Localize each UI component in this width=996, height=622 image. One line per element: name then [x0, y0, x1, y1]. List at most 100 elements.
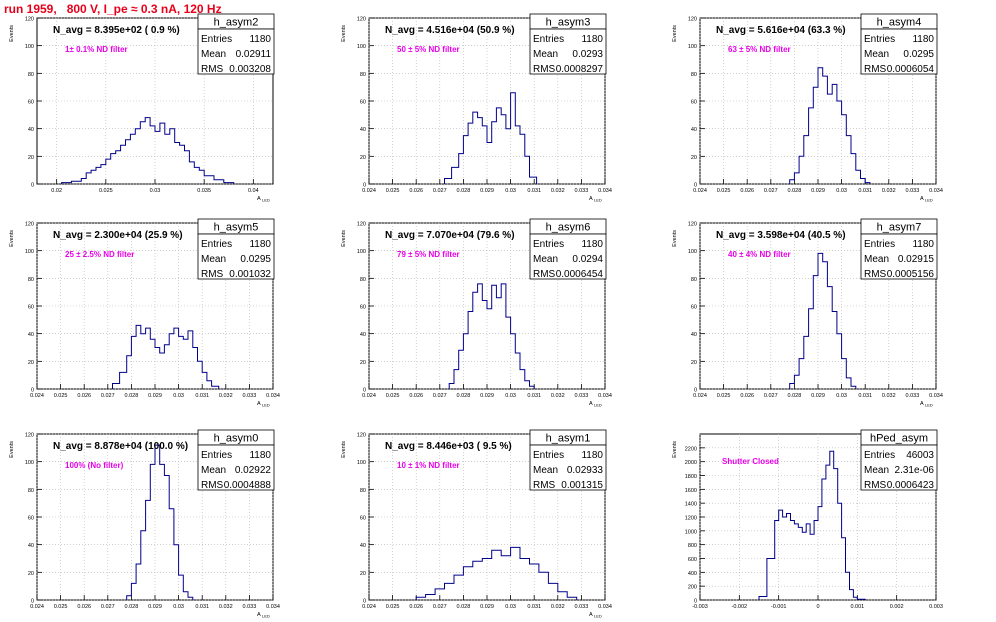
y-tick-label: 0 — [363, 183, 366, 189]
stat-label: Mean — [201, 49, 226, 60]
y-tick-label: 100 — [25, 249, 34, 255]
stat-value: 0.0294 — [572, 254, 603, 265]
x-tick-label: 0.031 — [858, 188, 872, 194]
stat-label: RMS — [201, 269, 224, 280]
filter-note: 63 ± 5% ND filter — [728, 45, 791, 54]
y-tick-label: 800 — [688, 543, 697, 549]
x-axis-label: A — [257, 196, 261, 202]
y-tick-label: 120 — [25, 222, 34, 228]
stat-label: Mean — [864, 254, 889, 265]
x-tick-label: 0.034 — [266, 604, 280, 610]
x-tick-label: 0.026 — [409, 188, 423, 194]
x-tick-label: 0.034 — [598, 604, 612, 610]
x-tick-label: 0.035 — [197, 188, 211, 194]
filter-note: 100% (No filter) — [65, 461, 124, 470]
filter-note: 50 ± 5% ND filter — [397, 45, 460, 54]
stat-label: Entries — [201, 34, 232, 45]
x-axis-label: A — [920, 196, 924, 202]
y-tick-label: 0 — [31, 599, 34, 605]
x-tick-label: 0.03 — [173, 604, 184, 610]
y-tick-label: 20 — [360, 155, 366, 161]
x-tick-label: 0.04 — [248, 188, 259, 194]
y-tick-label: 80 — [691, 72, 697, 78]
y-tick-label: 600 — [688, 557, 697, 563]
x-tick-label: 0.02 — [51, 188, 62, 194]
y-tick-label: 40 — [691, 127, 697, 133]
y-tick-label: 60 — [360, 305, 366, 311]
histogram-panel: 0 200 400 600 800 1000 1200 1400 1600 1800 2000 220… — [672, 429, 943, 610]
x-tick-label: 0.031 — [527, 188, 541, 194]
x-tick-label: 0.029 — [811, 188, 825, 194]
x-tick-label: 0.027 — [433, 188, 447, 194]
stat-value: 1180 — [249, 239, 271, 250]
histogram-panel: 0 20 40 60 80 100 120 0.024 0.025 0.026 0.027 0.028… — [341, 429, 612, 619]
x-tick-label: 0.027 — [764, 188, 778, 194]
filter-note: Shutter Closed — [722, 457, 779, 466]
stats-box — [860, 28, 938, 75]
x-axis-label: A — [257, 612, 261, 618]
x-tick-label: 0.033 — [906, 188, 920, 194]
x-tick-label: 0.032 — [882, 188, 896, 194]
y-tick-label: 1200 — [685, 516, 697, 522]
stat-value: 0.0008297 — [556, 64, 604, 75]
navg-label: N_avg = 8.878e+04 (100.0 %) — [53, 441, 188, 452]
y-tick-label: 80 — [360, 277, 366, 283]
stats-box — [860, 233, 938, 280]
histogram-line — [415, 546, 578, 600]
y-tick-label: 60 — [360, 100, 366, 106]
y-tick-label: 120 — [357, 222, 366, 228]
y-tick-label: 100 — [25, 44, 34, 50]
x-tick-label: 0.033 — [575, 393, 589, 399]
stat-value: 0.001315 — [561, 480, 603, 491]
y-axis-label: Events — [9, 230, 15, 247]
stat-value: 1180 — [912, 239, 934, 250]
filter-note: 1± 0.1% ND filter — [65, 45, 128, 54]
y-tick-label: 20 — [691, 155, 697, 161]
y-tick-label: 100 — [357, 460, 366, 466]
x-tick-label: 0.031 — [195, 604, 209, 610]
x-tick-label: 0.034 — [598, 393, 612, 399]
stat-value: 1180 — [581, 450, 603, 461]
x-axis-label-subscript: LED — [925, 403, 933, 408]
stat-label: Entries — [864, 239, 895, 250]
y-axis-label: Events — [341, 441, 347, 458]
x-tick-label: 0.034 — [929, 393, 943, 399]
histogram-line — [789, 252, 857, 389]
x-tick-label: 0.03 — [836, 188, 847, 194]
y-tick-label: 60 — [28, 100, 34, 106]
stat-label: RMS — [864, 64, 887, 75]
y-tick-label: 60 — [691, 100, 697, 106]
y-tick-label: 20 — [28, 360, 34, 366]
stat-value: 0.001032 — [229, 269, 271, 280]
y-tick-label: 0 — [363, 599, 366, 605]
x-tick-label: 0.024 — [362, 188, 376, 194]
stat-value: 1180 — [249, 450, 271, 461]
stat-label: Mean — [201, 254, 226, 265]
x-axis-label-subscript: LED — [262, 614, 270, 619]
y-tick-label: 120 — [25, 433, 34, 439]
y-tick-label: 80 — [360, 488, 366, 494]
stat-value: 0.02911 — [236, 49, 272, 60]
x-tick-label: 0.032 — [551, 604, 565, 610]
navg-label: N_avg = 2.300e+04 (25.9 %) — [53, 230, 183, 241]
y-tick-label: 60 — [28, 516, 34, 522]
x-tick-label: 0.029 — [811, 393, 825, 399]
y-tick-label: 40 — [360, 332, 366, 338]
x-axis-label: A — [589, 612, 593, 618]
x-tick-label: 0.025 — [386, 188, 400, 194]
y-tick-label: 60 — [360, 516, 366, 522]
histogram-title: h_asym0 — [214, 433, 259, 445]
y-tick-label: 120 — [688, 222, 697, 228]
histogram-title: h_asym5 — [214, 222, 259, 234]
x-tick-label: 0.034 — [929, 188, 943, 194]
stat-value: 0.0005156 — [887, 269, 935, 280]
y-axis-label: Events — [341, 230, 347, 247]
x-tick-label: 0.03 — [505, 393, 516, 399]
x-tick-label: 0.025 — [99, 188, 113, 194]
y-tick-label: 0 — [31, 183, 34, 189]
histogram-title: h_asym7 — [877, 222, 922, 234]
x-tick-label: 0.027 — [101, 393, 115, 399]
stats-box — [860, 444, 938, 491]
histogram-line — [789, 67, 871, 184]
